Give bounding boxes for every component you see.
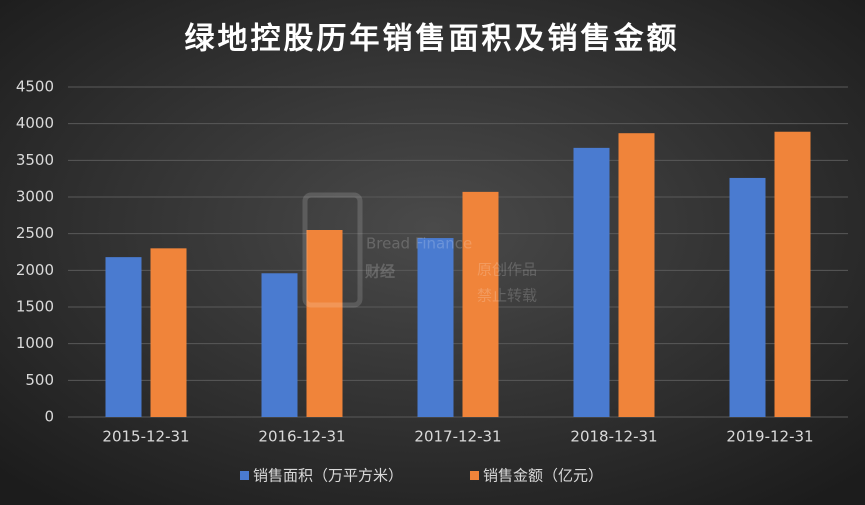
x-tick-label: 2016-12-31 [258, 428, 345, 446]
y-tick-label: 1000 [16, 334, 54, 352]
bar [774, 131, 811, 417]
legend-swatch [240, 471, 249, 480]
y-tick-label: 2000 [16, 261, 54, 279]
watermark-brand: Bread Finance [366, 235, 472, 253]
x-tick-label: 2019-12-31 [726, 428, 813, 446]
bar [105, 257, 142, 417]
x-tick-label: 2018-12-31 [570, 428, 657, 446]
y-tick-label: 4000 [16, 114, 54, 132]
y-tick-label: 4500 [16, 78, 54, 96]
bar [306, 230, 343, 417]
chart-title: 绿地控股历年销售面积及销售金额 [185, 22, 680, 57]
bar [462, 191, 499, 417]
watermark-logo: 财经 [365, 263, 395, 281]
bar [729, 177, 766, 417]
bar [417, 238, 454, 417]
bar [150, 248, 187, 417]
y-tick-label: 3500 [16, 151, 54, 169]
legend-swatch [470, 471, 479, 480]
watermark-line: 禁止转载 [477, 287, 537, 305]
y-tick-label: 3000 [16, 188, 54, 206]
y-tick-label: 0 [44, 408, 54, 426]
watermark-line: 原创作品 [477, 261, 537, 279]
bar [573, 147, 610, 417]
legend-label: 销售面积（万平方米） [253, 467, 403, 485]
bar [261, 273, 298, 417]
watermark: Bread Finance 财经 原创作品 禁止转载 [302, 192, 537, 308]
bar [618, 133, 655, 417]
y-tick-label: 500 [25, 371, 54, 389]
watermark-logo-frame [302, 192, 363, 308]
y-tick-label: 1500 [16, 298, 54, 316]
y-tick-label: 2500 [16, 224, 54, 242]
x-tick-label: 2015-12-31 [102, 428, 189, 446]
x-tick-label: 2017-12-31 [414, 428, 501, 446]
legend-label: 销售金额（亿元） [483, 467, 603, 485]
